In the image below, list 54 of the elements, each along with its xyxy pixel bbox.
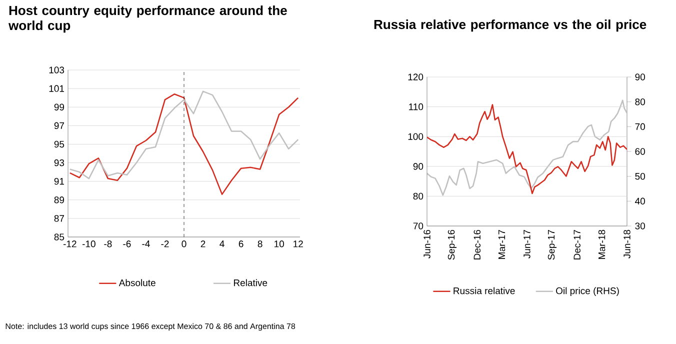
chart-title: Russia relative performance vs the oil price [374, 20, 646, 32]
legend-label: Relative [234, 279, 268, 286]
x-tick-label: -8 [104, 240, 112, 248]
x-tick-label: Jun-16 [424, 230, 430, 258]
y-tick-label: 91 [54, 178, 64, 185]
x-tick-label: Jun-18 [624, 230, 630, 258]
x-tick-label: Sep-17 [548, 230, 557, 260]
y2-tick-label: 40 [635, 198, 645, 205]
line-series [69, 93, 299, 195]
x-tick-label: Sep-16 [448, 230, 457, 260]
y2-tick-label: 80 [635, 98, 645, 106]
y-tick-label: 110 [409, 103, 424, 110]
text: Note: includes 13 world cups since 1966 except Mexico 70 & 86 and Argentina 78 [6, 323, 296, 331]
x-tick-label: Dec-16 [474, 230, 481, 260]
y-tick-label: 87 [54, 215, 64, 222]
x-tick-label: 4 [220, 240, 224, 248]
y2-tick-label: 30 [635, 222, 645, 230]
y-tick-label: 99 [54, 104, 64, 110]
x-tick-label: Mar-18 [598, 230, 606, 259]
y-tick-label: 93 [54, 159, 64, 166]
x-tick-label: Dec-17 [574, 230, 580, 260]
y-tick-label: 101 [49, 85, 64, 92]
x-tick-label: Jun-17 [524, 230, 530, 258]
y-tick-label: 97 [54, 122, 64, 130]
x-tick-label: 6 [238, 240, 244, 248]
y-tick-label: 90 [413, 163, 424, 170]
x-tick-label: -10 [82, 240, 96, 248]
legend-label: Oil price (RHS) [556, 287, 619, 296]
x-tick-label: Mar-17 [498, 230, 506, 259]
y2-tick-label: 60 [635, 148, 645, 155]
x-tick-label: -6 [123, 240, 131, 248]
chart-title: Host country equity performance around the world cup [8, 6, 287, 33]
x-tick-label: 8 [258, 240, 262, 248]
x-tick-label: -2 [161, 240, 169, 248]
y-tick-label: 70 [413, 222, 424, 230]
y-tick-label: 95 [54, 140, 64, 148]
y-tick-label: 80 [413, 192, 424, 200]
y2-tick-label: 70 [635, 123, 645, 130]
x-tick-label: -12 [63, 240, 76, 248]
x-tick-label: -4 [142, 240, 150, 248]
y-tick-label: 120 [408, 74, 424, 80]
y2-tick-label: 50 [635, 172, 645, 180]
y-tick-label: 85 [54, 234, 64, 240]
x-tick-label: 10 [274, 240, 284, 248]
legend-label: Absolute [118, 279, 156, 286]
y2-tick-label: 90 [635, 74, 645, 80]
x-tick-label: 2 [200, 240, 206, 248]
y-tick-label: 103 [49, 66, 64, 74]
x-tick-label: 0 [182, 240, 186, 248]
line-series [69, 90, 299, 180]
y-tick-label: 89 [54, 196, 64, 204]
y-tick-label: 100 [408, 133, 424, 140]
x-tick-label: 12 [294, 240, 303, 248]
legend-label: Russia relative [454, 287, 515, 294]
